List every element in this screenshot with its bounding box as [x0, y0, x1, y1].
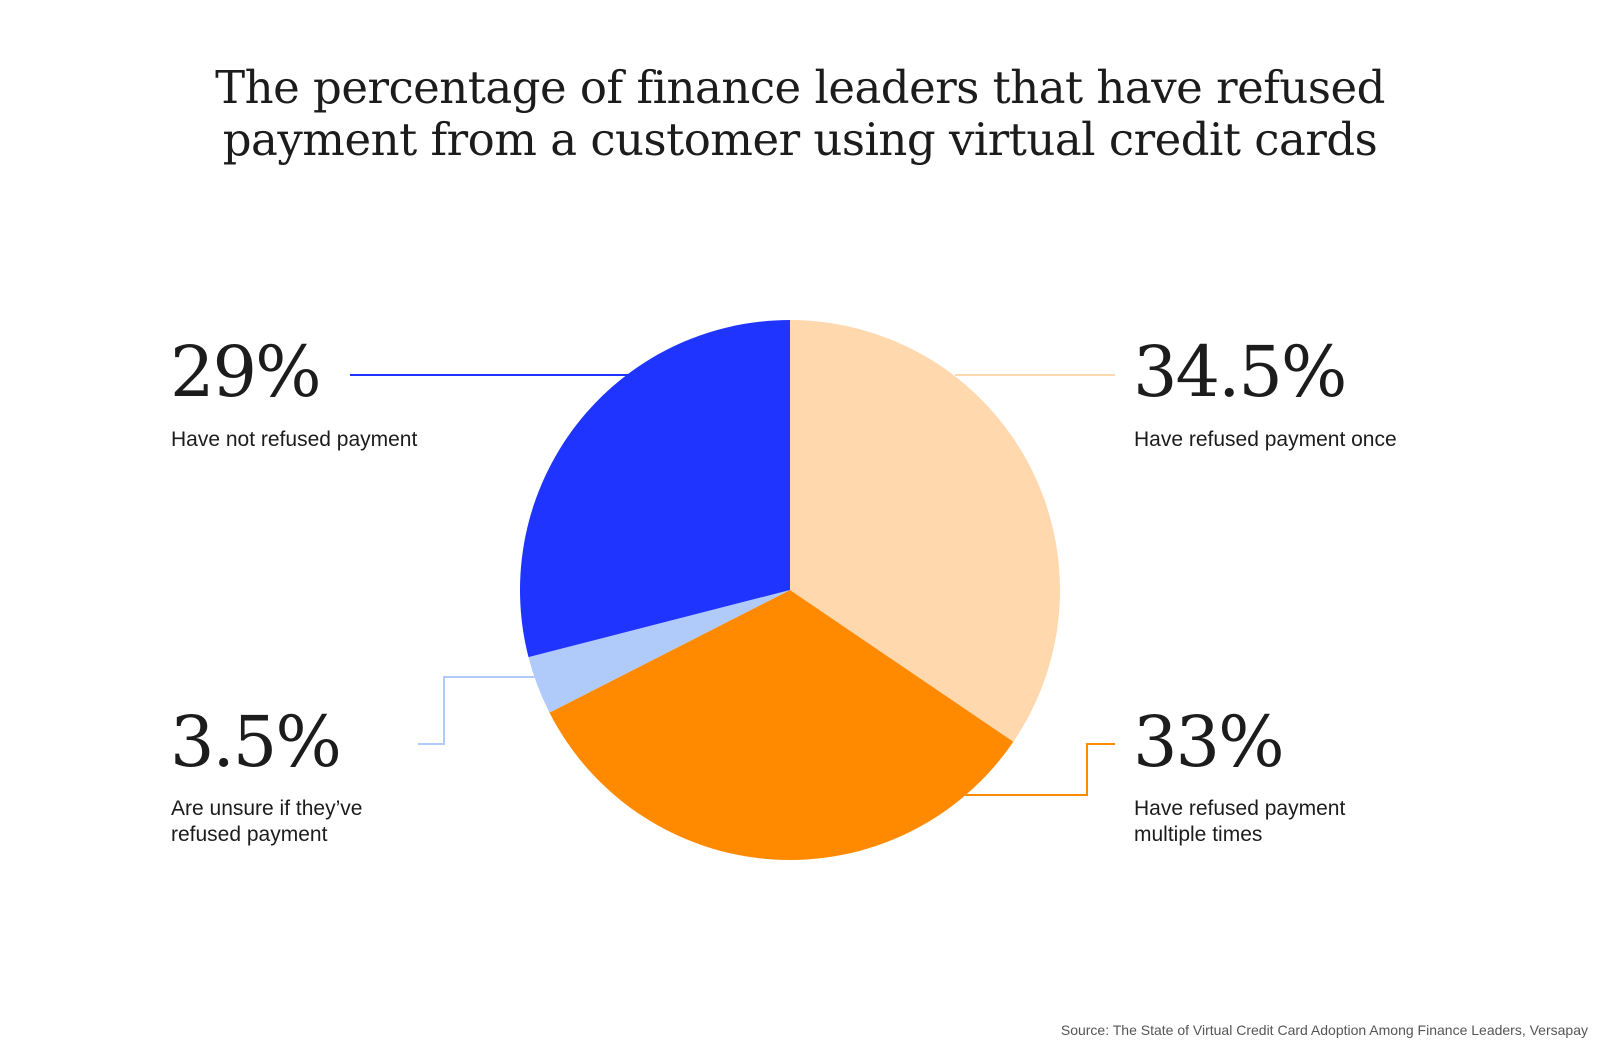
- data-label-text-unsure: Are unsure if they’ve refused payment: [171, 796, 362, 848]
- data-label-value-refused-multiple: 33%: [1133, 701, 1285, 783]
- pie-slices: [520, 320, 1060, 860]
- data-label-value-not-refused: 29%: [170, 331, 322, 413]
- pie-slice-refused-multiple: [549, 590, 1014, 860]
- data-label-text-refused-multiple: Have refused payment multiple times: [1134, 796, 1345, 848]
- chart-title-line-2: payment from a customer using virtual cr…: [222, 113, 1378, 166]
- pie-slice-not-refused: [520, 320, 790, 658]
- pie-slice-unsure: [528, 590, 790, 713]
- data-label-text-refused-multiple-line-1: Have refused payment: [1134, 797, 1346, 820]
- data-label-text-refused-multiple-line-2: multiple times: [1134, 823, 1263, 846]
- data-label-value-refused-once: 34.5%: [1133, 331, 1347, 413]
- chart-title: The percentage of finance leaders that h…: [0, 62, 1600, 166]
- pie-slice-refused-once: [790, 320, 1060, 742]
- data-label-text-unsure-line-1: Are unsure if they’ve: [171, 797, 363, 820]
- data-label-value-unsure: 3.5%: [170, 701, 342, 783]
- chart-title-line-1: The percentage of finance leaders that h…: [215, 61, 1385, 114]
- data-label-text-unsure-line-2: refused payment: [171, 823, 328, 846]
- source-note: Source: The State of Virtual Credit Card…: [1060, 1022, 1588, 1038]
- leader-line-unsure: [418, 676, 540, 745]
- data-label-text-not-refused: Have not refused payment: [171, 428, 418, 451]
- leader-line-refused-multiple: [965, 743, 1115, 796]
- data-label-text-refused-once: Have refused payment once: [1134, 428, 1397, 451]
